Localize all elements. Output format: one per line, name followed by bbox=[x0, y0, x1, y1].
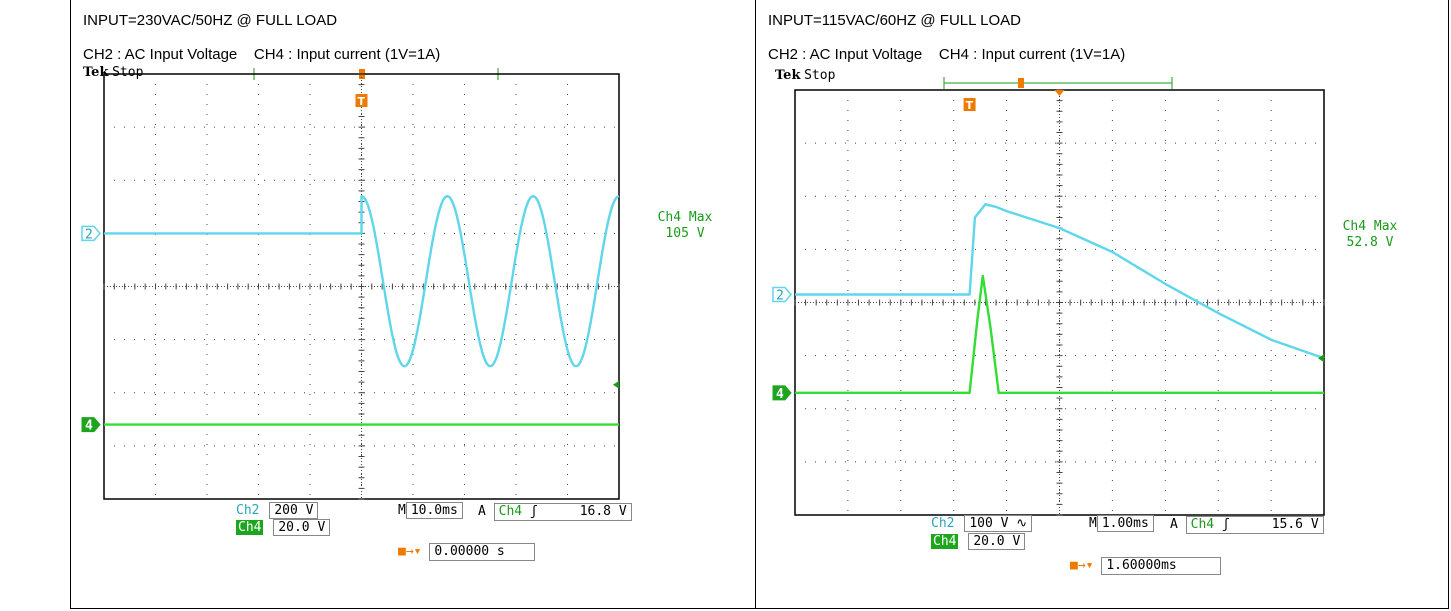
panel1-traces bbox=[104, 195, 620, 426]
panel1-trig-pos-icon: ■→▾ bbox=[398, 544, 422, 559]
panel-divider bbox=[755, 0, 756, 609]
ch4-ground-marker: 4 bbox=[772, 385, 792, 402]
expansion-point-marker bbox=[1054, 90, 1065, 96]
panel2-run-state: Stop bbox=[804, 68, 836, 83]
panel1-trig-slope-icon: ʃ bbox=[529, 504, 538, 519]
panel1-ch4-readout: Ch4 20.0 V bbox=[236, 519, 331, 536]
panel1-scope-status: Tek Stop bbox=[83, 64, 143, 80]
panel2-trig-prefix: A bbox=[1170, 517, 1178, 532]
trigger-marker: T bbox=[963, 98, 976, 112]
panel2-title: INPUT=115VAC/60HZ @ FULL LOAD bbox=[768, 12, 1021, 29]
figure-frame bbox=[70, 0, 1449, 609]
panel1-trig-prefix: A bbox=[478, 504, 486, 519]
panel2-scope-screen: 2 4 T bbox=[772, 77, 1325, 516]
panel2-ch2-box: 100 V ∿ bbox=[964, 515, 1033, 532]
panel1-ch2-label: Ch2 bbox=[236, 503, 260, 518]
panel1-measurement-value: 105 V bbox=[665, 226, 705, 241]
panel1-timebase-prefix: M bbox=[398, 503, 406, 518]
ch2-ground-marker-label: 2 bbox=[776, 289, 784, 304]
panel2-grid bbox=[794, 77, 1325, 516]
panel1-markers: 2 4 T bbox=[81, 94, 619, 434]
panel2-trig-level: 15.6 V bbox=[1271, 517, 1319, 532]
ch2-ground-marker-shape bbox=[81, 225, 101, 242]
panel1-trig-pos-readout: ■→▾ 0.00000 s bbox=[398, 543, 536, 561]
panel1-measurement-label: Ch4 Max bbox=[657, 210, 713, 225]
trigger-level-arrow bbox=[1318, 354, 1324, 363]
trigger-marker-label: T bbox=[358, 95, 366, 108]
panel2-timebase-prefix: M bbox=[1089, 516, 1097, 531]
ch2-voltage-trace bbox=[795, 203, 1325, 360]
panel2-tek-logo: Tek bbox=[775, 68, 801, 83]
panel1-title: INPUT=230VAC/50HZ @ FULL LOAD bbox=[83, 12, 338, 29]
trigger-marker-box bbox=[355, 94, 368, 107]
panel2-markers: 2 4 T bbox=[772, 90, 1324, 402]
panel1-grid bbox=[103, 68, 620, 500]
panel1-ch4-label: Ch4 bbox=[236, 520, 264, 535]
panel2-scope-status: Tek Stop bbox=[775, 67, 835, 83]
panel2-trig-pos-icon: ■→▾ bbox=[1070, 558, 1094, 573]
panel2-ch4-scale: 20.0 V bbox=[968, 533, 1026, 550]
panel1-timebase: 10.0ms bbox=[405, 502, 463, 519]
ch2-voltage-trace bbox=[104, 195, 620, 368]
panel1-channels-caption: CH2 : AC Input Voltage CH4 : Input curre… bbox=[83, 46, 441, 63]
ch4-ground-marker-shape bbox=[772, 385, 792, 401]
ch2-ground-marker: 2 bbox=[772, 286, 792, 304]
ch2-ground-marker: 2 bbox=[81, 225, 101, 242]
ch4-current-trace bbox=[795, 274, 1324, 394]
trigger-marker-label: T bbox=[966, 99, 974, 112]
ch4-ground-marker-label: 4 bbox=[85, 419, 93, 434]
panel1-scope-screen: 2 4 T bbox=[81, 68, 620, 500]
panel1-timebase-readout: M 10.0ms bbox=[398, 502, 463, 519]
panel2-channels-caption: CH2 : AC Input Voltage CH4 : Input curre… bbox=[768, 46, 1126, 63]
panel1-ch4-scale: 20.0 V bbox=[273, 519, 331, 536]
trigger-marker: T bbox=[355, 94, 368, 108]
ch4-ground-marker-label: 4 bbox=[776, 387, 784, 402]
panel2-trig-pos: 1.60000ms bbox=[1101, 557, 1222, 575]
panel2-ch2-readout: Ch2 100 V ∿ bbox=[931, 515, 1033, 532]
ch4-ground-marker: 4 bbox=[81, 417, 101, 434]
panel2-timebase: 1.00ms bbox=[1096, 515, 1154, 532]
panel2-trig-slope-icon: ʃ bbox=[1221, 517, 1230, 532]
panel2-trig-source: Ch4 bbox=[1190, 517, 1215, 532]
panel1-run-state: Stop bbox=[112, 65, 144, 80]
panel2-measurement: Ch4 Max 52.8 V bbox=[1335, 219, 1405, 251]
panel2-trigger-box: Ch4 ʃ 15.6 V bbox=[1185, 516, 1324, 534]
panel2-trigger-readout: A Ch4 ʃ 15.6 V bbox=[1170, 516, 1324, 534]
panel2-ch2-label: Ch2 bbox=[931, 516, 955, 531]
panel2-ch4-readout: Ch4 20.0 V bbox=[931, 533, 1026, 550]
ch2-ground-marker-label: 2 bbox=[85, 227, 93, 242]
panel1-ch2-scale: 200 V bbox=[269, 502, 319, 519]
panel2-trig-pos-readout: ■→▾ 1.60000ms bbox=[1070, 557, 1222, 575]
panel1-measurement: Ch4 Max 105 V bbox=[650, 210, 720, 242]
panel1-trigger-box: Ch4 ʃ 16.8 V bbox=[493, 503, 632, 521]
panel1-tek-logo: Tek bbox=[83, 65, 109, 80]
trigger-marker-box bbox=[963, 98, 976, 111]
record-bar-position-marker bbox=[1018, 78, 1024, 88]
panel2-ch2-coupling-icon: ∿ bbox=[1016, 516, 1028, 531]
panel1-trig-source: Ch4 bbox=[498, 504, 523, 519]
panel2-measurement-value: 52.8 V bbox=[1346, 235, 1394, 250]
panel2-ch4-label: Ch4 bbox=[931, 534, 959, 549]
trigger-level-arrow bbox=[613, 380, 619, 389]
panel1-trig-pos: 0.00000 s bbox=[429, 543, 536, 561]
panel1-trigger-readout: A Ch4 ʃ 16.8 V bbox=[478, 503, 632, 521]
panel2-timebase-readout: M 1.00ms bbox=[1089, 515, 1154, 532]
panel2-traces bbox=[795, 203, 1325, 394]
ch4-ground-marker-shape bbox=[81, 417, 101, 433]
panel2-measurement-label: Ch4 Max bbox=[1342, 219, 1398, 234]
ch2-ground-marker-shape bbox=[772, 286, 792, 303]
panel1-ch2-readout: Ch2 200 V bbox=[236, 502, 319, 519]
panel2-ch2-scale: 100 V bbox=[969, 516, 1009, 531]
panel1-trig-level: 16.8 V bbox=[579, 504, 627, 519]
